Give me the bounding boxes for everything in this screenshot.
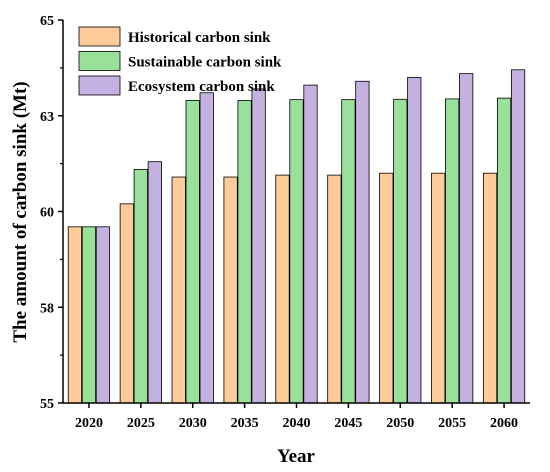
x-tick-label-2030: 2030: [179, 416, 207, 431]
bar-ecosystem-2050: [407, 77, 422, 404]
bar-sustainable-2025: [133, 168, 148, 404]
bar-sustainable-2030: [185, 100, 200, 404]
y-tick-label: 58: [40, 301, 54, 316]
bar-ecosystem-2025: [147, 161, 162, 404]
x-tick-label-2050: 2050: [386, 416, 414, 431]
legend-swatch-ecosystem: [78, 75, 121, 96]
legend-swatch-historical: [78, 26, 121, 47]
bar-sustainable-2035: [237, 100, 252, 404]
bar-ecosystem-2030: [199, 92, 214, 404]
x-tick-label-2045: 2045: [334, 416, 362, 431]
bar-ecosystem-2035: [251, 88, 266, 404]
x-tick-label-2060: 2060: [490, 416, 518, 431]
bar-sustainable-2060: [496, 97, 512, 404]
bar-sustainable-2040: [289, 99, 304, 404]
bar-ecosystem-2020: [95, 226, 111, 404]
y-axis-title: The amount of carbon sink (Mt): [10, 81, 31, 342]
x-axis-title: Year: [277, 446, 316, 467]
y-tick-label: 65: [40, 14, 54, 29]
legend: Historical carbon sink Sustainable carbon…: [78, 26, 282, 96]
bar-sustainable-2050: [393, 98, 408, 404]
y-tick-label: 60: [40, 206, 54, 221]
x-tick-label-2040: 2040: [283, 416, 311, 431]
bar-ecosystem-2040: [303, 84, 318, 404]
ticks-layer: 55 58 60 63 65 2020 2025 2030 2035 2040 2045 2050 20…: [40, 14, 518, 431]
bar-historical-2035: [223, 176, 238, 404]
legend-label-sustainable: Sustainable carbon sink: [128, 55, 282, 71]
bar-ecosystem-2055: [459, 73, 474, 404]
legend-label-ecosystem: Ecosystem carbon sink: [128, 79, 275, 95]
bar-historical-2030: [171, 176, 186, 404]
x-tick-label-2020: 2020: [75, 416, 103, 431]
y-tick-label: 63: [40, 110, 54, 125]
bar-historical-2055: [431, 172, 446, 404]
bar-historical-2060: [482, 172, 498, 404]
bar-ecosystem-2060: [510, 69, 526, 404]
bar-historical-2040: [275, 174, 290, 404]
bars-layer: [67, 69, 526, 404]
y-tick-label: 55: [40, 397, 54, 412]
legend-label-historical: Historical carbon sink: [128, 30, 271, 46]
bar-historical-2020: [67, 226, 83, 404]
bar-historical-2025: [119, 203, 134, 404]
bar-historical-2045: [327, 174, 342, 404]
bar-sustainable-2020: [81, 226, 97, 404]
bar-historical-2050: [379, 172, 394, 404]
x-tick-label-2055: 2055: [438, 416, 466, 431]
x-tick-label-2035: 2035: [231, 416, 259, 431]
x-tick-label-2025: 2025: [127, 416, 155, 431]
bar-sustainable-2045: [341, 99, 356, 404]
legend-swatch-sustainable: [78, 51, 121, 71]
bar-ecosystem-2045: [355, 80, 370, 404]
bar-sustainable-2055: [445, 98, 460, 404]
